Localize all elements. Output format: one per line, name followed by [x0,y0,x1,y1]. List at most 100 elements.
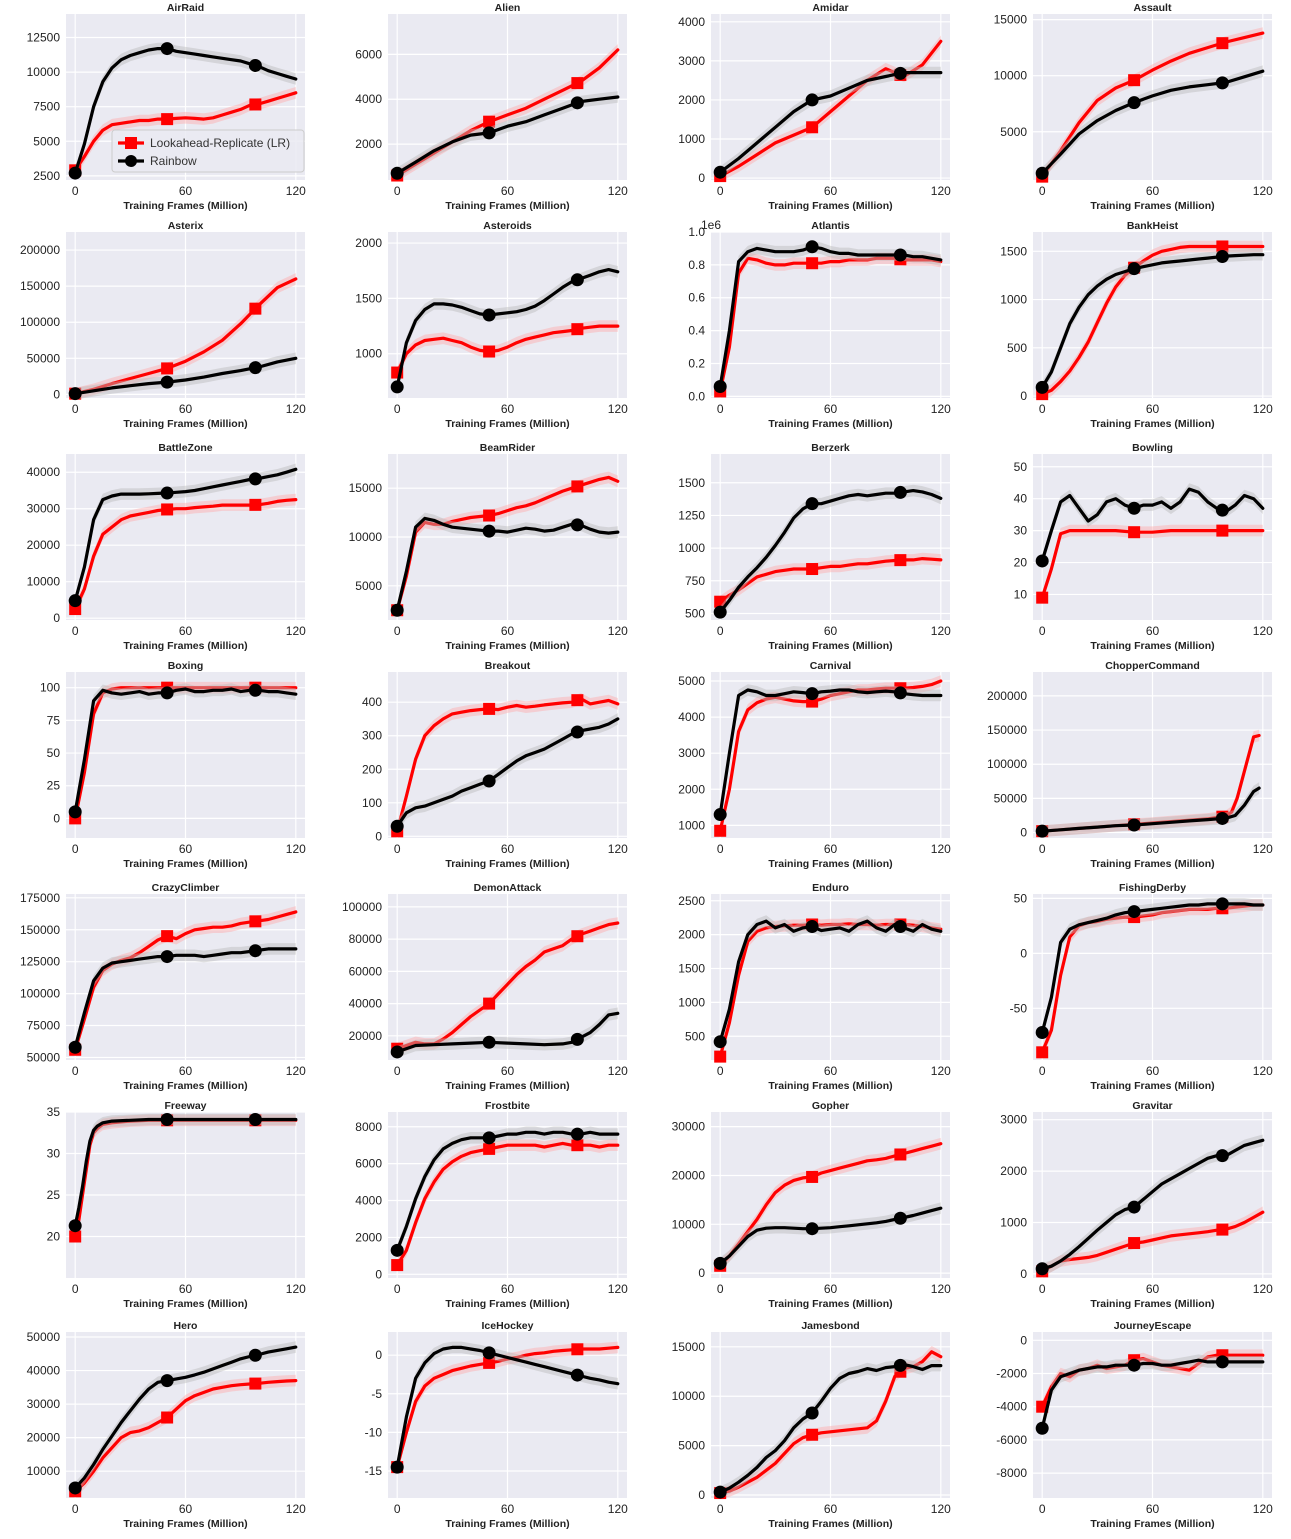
x-tick-label: 0 [717,402,724,416]
y-tick-label: 20 [1014,556,1028,570]
rainbow-marker [1215,1355,1229,1369]
chart-airraid: 0 60 120 2500 5000 7500 10000 12500 AirRaid Train… [27,2,307,212]
y-tick-label: 500 [685,606,705,620]
y-tick-label: 2000 [1000,1164,1027,1178]
chart-title: Frostbite [485,1100,530,1112]
lr-variance-band [75,906,296,1056]
y-tick-label: -5 [371,1387,382,1401]
chart-title: DemonAttack [474,882,542,894]
y-tick-label: 0 [375,829,382,843]
y-tick-label: 100000 [342,900,382,914]
lr-marker [1036,1046,1049,1059]
y-tick-label: 15000 [349,481,383,495]
y-tick-label: 3000 [1000,1113,1027,1127]
y-tick-label: 30000 [672,1120,706,1134]
lr-marker [249,302,262,315]
y-tick-label: 60000 [349,964,383,978]
x-tick-label: 0 [394,1064,401,1078]
rainbow-series-line [73,1117,298,1228]
rainbow-marker [160,375,174,389]
lr-marker [483,115,496,128]
x-tick-label: 60 [824,1064,838,1078]
chart-enduro: 0 60 120 500 1000 1500 2000 2500 Enduro Training … [678,882,951,1092]
rainbow-marker [805,240,819,254]
y-tick-label: 50 [47,746,61,760]
lr-marker [1128,526,1141,539]
x-axis-label: Training Frames (Million) [1090,858,1214,870]
x-axis-label: Training Frames (Million) [768,200,892,212]
rainbow-marker [68,1040,82,1054]
y-tick-label: 750 [685,574,705,588]
rainbow-marker [160,686,174,700]
y-tick-label: 10000 [349,530,383,544]
y-tick-label: 10000 [27,1464,61,1478]
y-tick-label: 0.2 [688,356,705,370]
rainbow-marker [248,361,262,375]
x-tick-label: 120 [931,1064,951,1078]
chart-berzerk: 0 60 120 500 750 1000 1250 1500 Berzerk Training … [678,442,951,652]
y-tick-label: 0.8 [688,258,705,272]
y-tick-label: -2000 [996,1367,1027,1381]
lr-variance-band [397,44,618,182]
y-tick-label: 1000 [678,541,705,555]
chart-title: Gopher [812,1100,849,1112]
chart-title: Enduro [812,882,849,894]
rainbow-marker [1215,76,1229,90]
lr-marker [1216,37,1229,50]
y-tick-label: 10000 [672,1389,706,1403]
legend-circle-marker [125,155,137,167]
lr-marker [571,480,584,493]
y-tick-label: 50000 [994,791,1028,805]
x-tick-label: 0 [72,184,79,198]
rainbow-variance-band [720,1202,941,1270]
lr-marker [483,1356,496,1369]
chart-atlantis: 0 60 120 0.0 0.2 0.4 0.6 0.8 1.0 Atlantis 1e6 Train… [688,218,951,430]
rainbow-marker [482,1035,496,1049]
y-tick-label: 1000 [678,132,705,146]
rainbow-marker [893,66,907,80]
rainbow-marker [68,1219,82,1233]
rainbow-marker [1035,1026,1049,1040]
y-tick-label: 7500 [33,100,60,114]
y-tick-label: 300 [362,729,382,743]
rainbow-marker [1215,250,1229,264]
x-tick-label: 0 [394,624,401,638]
chart-title: BeamRider [480,442,535,454]
y-tick-label: 50000 [27,351,61,365]
lr-variance-band [397,1341,618,1473]
lr-marker [571,77,584,90]
x-tick-label: 0 [717,1064,724,1078]
rainbow-variance-band [1042,483,1263,567]
x-tick-label: 60 [1146,1282,1160,1296]
x-axis-label: Training Frames (Million) [1090,1298,1214,1310]
rainbow-marker [805,920,819,934]
rainbow-marker [390,603,404,617]
y-tick-label: 12500 [27,31,61,45]
x-axis-label: Training Frames (Million) [445,1298,569,1310]
x-tick-label: 120 [286,1282,306,1296]
rainbow-marker [482,308,496,322]
y-tick-label: 150000 [987,723,1027,737]
lr-marker [714,1050,727,1063]
y-tick-label: 200000 [987,689,1027,703]
y-tick-label: 0 [53,387,60,401]
y-tick-label: 40000 [349,997,383,1011]
y-tick-label: 0 [1020,946,1027,960]
rainbow-marker [1035,380,1049,394]
rainbow-marker [713,808,727,822]
rainbow-marker [893,1211,907,1225]
x-axis-label: Training Frames (Million) [445,1518,569,1530]
rainbow-variance-band [75,943,296,1053]
rainbow-marker [248,944,262,958]
lr-marker [806,257,819,270]
x-axis-label: Training Frames (Million) [1090,640,1214,652]
y-tick-label: -4000 [996,1400,1027,1414]
y-tick-label: 20000 [27,1431,61,1445]
y-tick-label: 30 [1014,524,1028,538]
x-axis-label: Training Frames (Million) [123,640,247,652]
y-tick-label: 40 [1014,492,1028,506]
y-tick-label: 5000 [33,134,60,148]
lr-marker [483,997,496,1010]
chart-title: Asteroids [483,220,532,232]
x-tick-label: 120 [931,624,951,638]
